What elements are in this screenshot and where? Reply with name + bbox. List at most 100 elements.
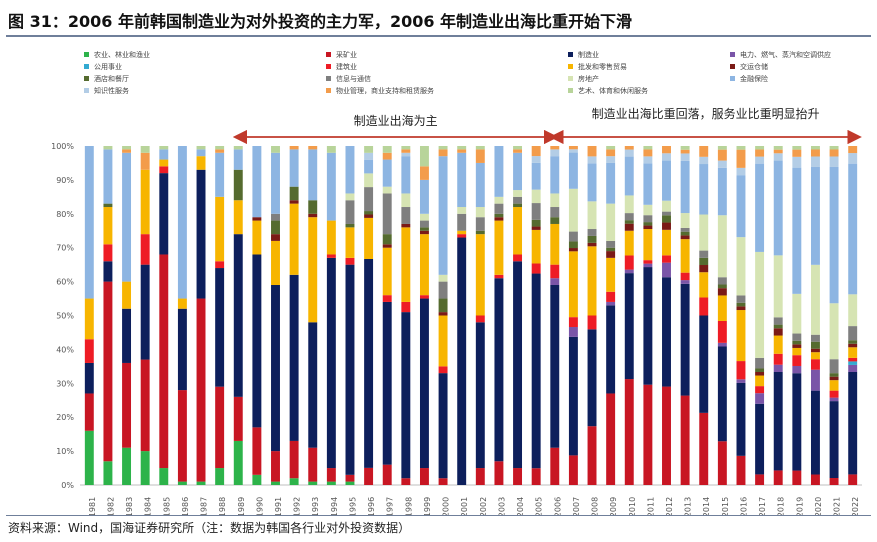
bar-segment xyxy=(773,353,783,365)
bar-segment xyxy=(829,166,839,304)
bar-segment xyxy=(289,149,299,187)
bar-segment xyxy=(606,240,616,248)
bar-segment xyxy=(103,261,113,282)
bar-segment xyxy=(252,474,262,485)
bar-segment xyxy=(606,162,616,204)
bar-segment xyxy=(382,152,392,160)
bar-segment xyxy=(531,229,541,264)
bar-segment xyxy=(624,156,634,196)
bar-segment xyxy=(550,278,560,285)
bar-segment xyxy=(289,478,299,485)
x-tick-label: 1987 xyxy=(200,497,209,515)
bar-segment xyxy=(401,156,411,194)
bar-segment xyxy=(792,156,802,168)
bar-segment xyxy=(606,251,616,258)
bar-segment xyxy=(475,322,485,469)
bar-segment xyxy=(550,146,560,150)
bar-segment xyxy=(513,196,523,204)
x-tick-label: 2021 xyxy=(833,497,842,515)
bar-segment xyxy=(568,455,578,485)
bar-segment xyxy=(773,255,783,318)
bar-segment xyxy=(513,203,523,208)
bar-segment xyxy=(810,369,820,391)
x-tick-label: 2012 xyxy=(665,497,674,515)
bar-segment xyxy=(531,263,541,274)
bar-segment xyxy=(624,146,634,150)
bar-segment xyxy=(401,146,411,150)
bar-segment xyxy=(755,149,765,157)
bar-segment xyxy=(289,274,299,441)
bar-segment xyxy=(829,397,839,402)
bar-segment xyxy=(308,213,318,218)
bar-segment xyxy=(643,156,653,164)
bar-segment xyxy=(699,146,709,157)
bar-segment xyxy=(401,312,411,479)
bar-segment xyxy=(252,254,262,428)
bar-segment xyxy=(196,298,206,482)
x-tick-label: 1988 xyxy=(218,497,227,515)
legend-swatch xyxy=(84,88,89,93)
bar-segment xyxy=(494,213,504,218)
bar-segment xyxy=(736,167,746,176)
bar-segment xyxy=(438,366,448,374)
bar-segment xyxy=(271,284,280,452)
figure-title: 图 31：2006 年前韩国制造业为对外投资的主力军，2006 年制造业出海比重… xyxy=(8,12,633,31)
bar-segment xyxy=(513,152,523,191)
bar-segment xyxy=(829,401,839,479)
bar-segment xyxy=(457,152,467,208)
bar-segment xyxy=(438,149,448,157)
bar-segment xyxy=(345,257,355,265)
bar-segment xyxy=(792,146,802,150)
legend-label: 房地产 xyxy=(578,75,599,83)
bar-segment xyxy=(475,149,485,163)
title-rule xyxy=(6,35,871,37)
legend-swatch xyxy=(326,64,331,69)
bar-segment xyxy=(457,207,467,214)
bar-segment xyxy=(792,347,802,356)
bar-segment xyxy=(755,375,765,387)
bar-segment xyxy=(662,215,671,223)
bar-segment xyxy=(848,372,858,475)
x-tick-label: 2002 xyxy=(479,497,488,515)
bar-segment xyxy=(643,149,653,157)
y-tick-label: 70% xyxy=(56,244,74,253)
bar-segment xyxy=(587,315,597,330)
legend-swatch xyxy=(568,88,573,93)
bar-segment xyxy=(736,455,746,485)
legend-item: 农业、林业和渔业 xyxy=(84,50,150,60)
bar-segment xyxy=(345,474,355,482)
bar-segment xyxy=(699,257,709,266)
bar-segment xyxy=(680,153,690,161)
bar-segment xyxy=(419,146,429,167)
x-tick-label: 2005 xyxy=(535,497,544,515)
bar-segment xyxy=(457,230,467,235)
bar-segment xyxy=(662,211,671,216)
x-tick-label: 1991 xyxy=(274,497,283,515)
x-tick-label: 2004 xyxy=(516,497,525,515)
bar-segment xyxy=(345,193,355,201)
bar-segment xyxy=(271,481,280,485)
bar-segment xyxy=(699,412,709,485)
bar-segment xyxy=(755,251,765,358)
bar-segment xyxy=(568,149,578,153)
bar-segment xyxy=(475,315,485,323)
bar-segment xyxy=(624,230,634,256)
bar-segment xyxy=(606,257,616,292)
bar-segment xyxy=(810,149,820,157)
bar-segment xyxy=(103,203,113,208)
bar-segment xyxy=(755,156,765,164)
bar-segment xyxy=(271,146,280,153)
bar-segment xyxy=(494,278,504,462)
bar-segment xyxy=(810,334,820,342)
bar-segment xyxy=(531,189,541,204)
bar-segment xyxy=(848,326,858,341)
bar-segment xyxy=(326,468,336,482)
bar-segment xyxy=(755,146,765,150)
bar-segment xyxy=(364,146,374,153)
bar-segment xyxy=(680,283,690,396)
legend-item: 公用事业 xyxy=(84,62,122,72)
legend-label: 批发和零售贸易 xyxy=(578,63,627,71)
bar-segment xyxy=(140,152,150,170)
bar-segment xyxy=(848,364,858,372)
bar-segment xyxy=(345,200,355,224)
